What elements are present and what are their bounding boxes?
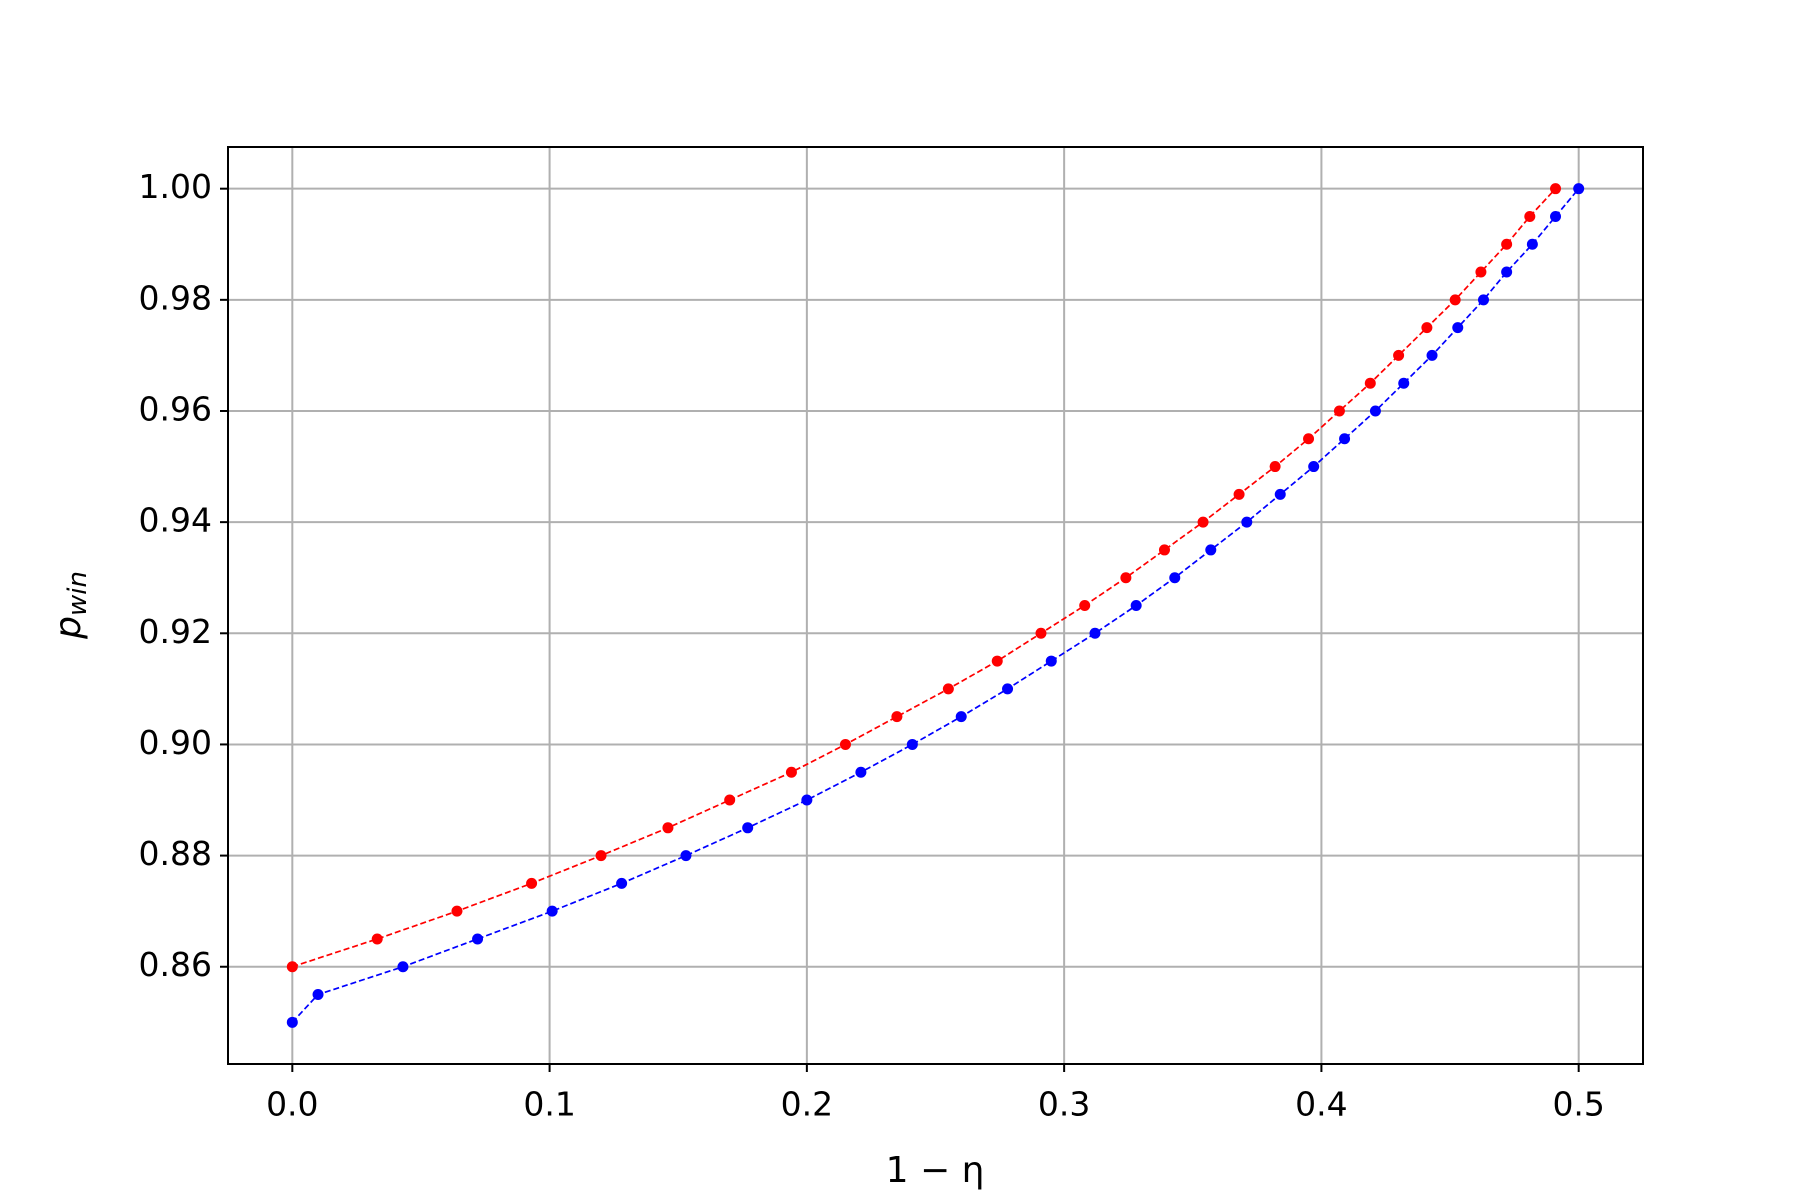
data-point <box>1477 294 1489 306</box>
data-point <box>1079 600 1091 611</box>
y-tick-label: 0.86 <box>139 945 212 984</box>
data-point <box>397 961 409 973</box>
data-point <box>1130 600 1142 611</box>
data-point <box>1333 405 1345 417</box>
x-axis-label: 1 − η <box>886 1150 985 1191</box>
y-tick-label: 0.98 <box>139 278 212 317</box>
data-point <box>1421 322 1433 334</box>
y-tick-label: 0.94 <box>139 501 212 540</box>
y-tick-label: 0.96 <box>139 389 212 428</box>
data-point <box>616 877 628 889</box>
data-point <box>1158 544 1170 556</box>
data-point <box>1449 294 1461 306</box>
data-point <box>1045 655 1057 667</box>
data-point <box>595 850 607 862</box>
data-point <box>785 766 797 778</box>
data-point <box>1197 516 1209 528</box>
data-point <box>891 711 903 723</box>
data-point <box>662 822 674 834</box>
x-tick-label: 0.2 <box>781 1085 833 1124</box>
data-point <box>1573 183 1585 195</box>
y-axis-label-subscript: win <box>63 571 93 616</box>
data-point <box>1526 238 1538 250</box>
data-point <box>942 683 954 695</box>
data-point <box>1364 377 1376 389</box>
series-line <box>291 188 1580 1023</box>
data-point <box>1241 516 1253 528</box>
x-tick-label: 0.0 <box>266 1085 318 1124</box>
data-point <box>1398 377 1410 389</box>
data-point <box>801 794 813 806</box>
data-point <box>472 933 484 945</box>
data-point <box>1303 433 1315 445</box>
data-point <box>1035 627 1047 639</box>
data-point <box>1120 572 1132 584</box>
data-point <box>1550 210 1562 222</box>
data-point <box>955 711 967 723</box>
data-point <box>1089 627 1101 639</box>
data-point <box>286 961 298 973</box>
data-point <box>1339 433 1351 445</box>
data-point <box>371 933 383 945</box>
x-tick-label: 0.4 <box>1295 1085 1347 1124</box>
data-point <box>1475 266 1487 278</box>
data-point <box>680 850 692 862</box>
data-point <box>1274 488 1286 500</box>
y-tick-label: 0.90 <box>139 723 212 762</box>
data-point <box>1426 349 1438 361</box>
data-point <box>1369 405 1381 417</box>
data-point <box>312 989 324 1001</box>
x-tick-label: 0.3 <box>1038 1085 1090 1124</box>
data-point <box>1452 322 1464 334</box>
data-point <box>991 655 1003 667</box>
data-point <box>1550 183 1562 195</box>
y-tick-label: 1.00 <box>139 167 212 206</box>
data-point <box>1501 266 1513 278</box>
data-point <box>1169 572 1181 584</box>
data-point <box>724 794 736 806</box>
data-point <box>1205 544 1217 556</box>
data-point <box>1524 210 1536 222</box>
data-point <box>286 1016 298 1028</box>
y-axis-label-base: p <box>48 616 89 640</box>
data-point <box>1269 461 1281 473</box>
y-tick-label: 0.92 <box>139 612 212 651</box>
data-point <box>1308 461 1320 473</box>
data-point <box>839 738 851 750</box>
data-point <box>1501 238 1513 250</box>
data-point <box>546 905 558 917</box>
plot-frame <box>227 146 1644 1065</box>
data-point <box>526 877 538 889</box>
data-point <box>1393 349 1405 361</box>
data-point <box>451 905 463 917</box>
x-tick-label: 0.1 <box>523 1085 575 1124</box>
data-point <box>855 766 867 778</box>
data-point <box>906 738 918 750</box>
x-tick-label: 0.5 <box>1552 1085 1604 1124</box>
data-point <box>742 822 754 834</box>
data-point <box>1002 683 1014 695</box>
series-line <box>292 188 1557 968</box>
y-tick-label: 0.88 <box>139 834 212 873</box>
data-point <box>1233 488 1245 500</box>
y-axis-label: pwin <box>48 571 93 640</box>
